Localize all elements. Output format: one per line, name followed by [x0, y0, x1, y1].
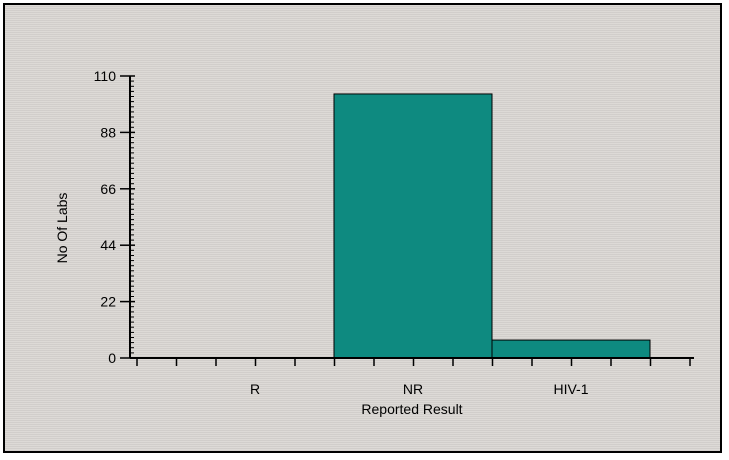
y-tick-labels: 0 22 44 66 88 110: [94, 68, 117, 366]
y-tick-label: 110: [94, 68, 117, 84]
y-axis-title: No Of Labs: [54, 193, 70, 264]
y-tick-label: 66: [100, 181, 116, 197]
x-minor-ticks: [136, 358, 691, 366]
y-tick-label: 22: [100, 294, 116, 310]
y-tick-label: 44: [100, 237, 116, 253]
y-tick-label: 0: [108, 350, 116, 366]
bars-group: [333, 93, 651, 359]
x-axis-title: Reported Result: [361, 401, 462, 417]
bar-hiv-1: [491, 339, 651, 359]
x-tick-label: R: [250, 381, 260, 397]
x-tick-labels: R NR HIV-1: [250, 381, 589, 397]
x-tick-label: NR: [403, 381, 423, 397]
y-minor-ticks: [120, 75, 135, 359]
bar-nr: [333, 93, 493, 359]
x-tick-label: HIV-1: [553, 381, 588, 397]
y-tick-label: 88: [100, 124, 116, 140]
